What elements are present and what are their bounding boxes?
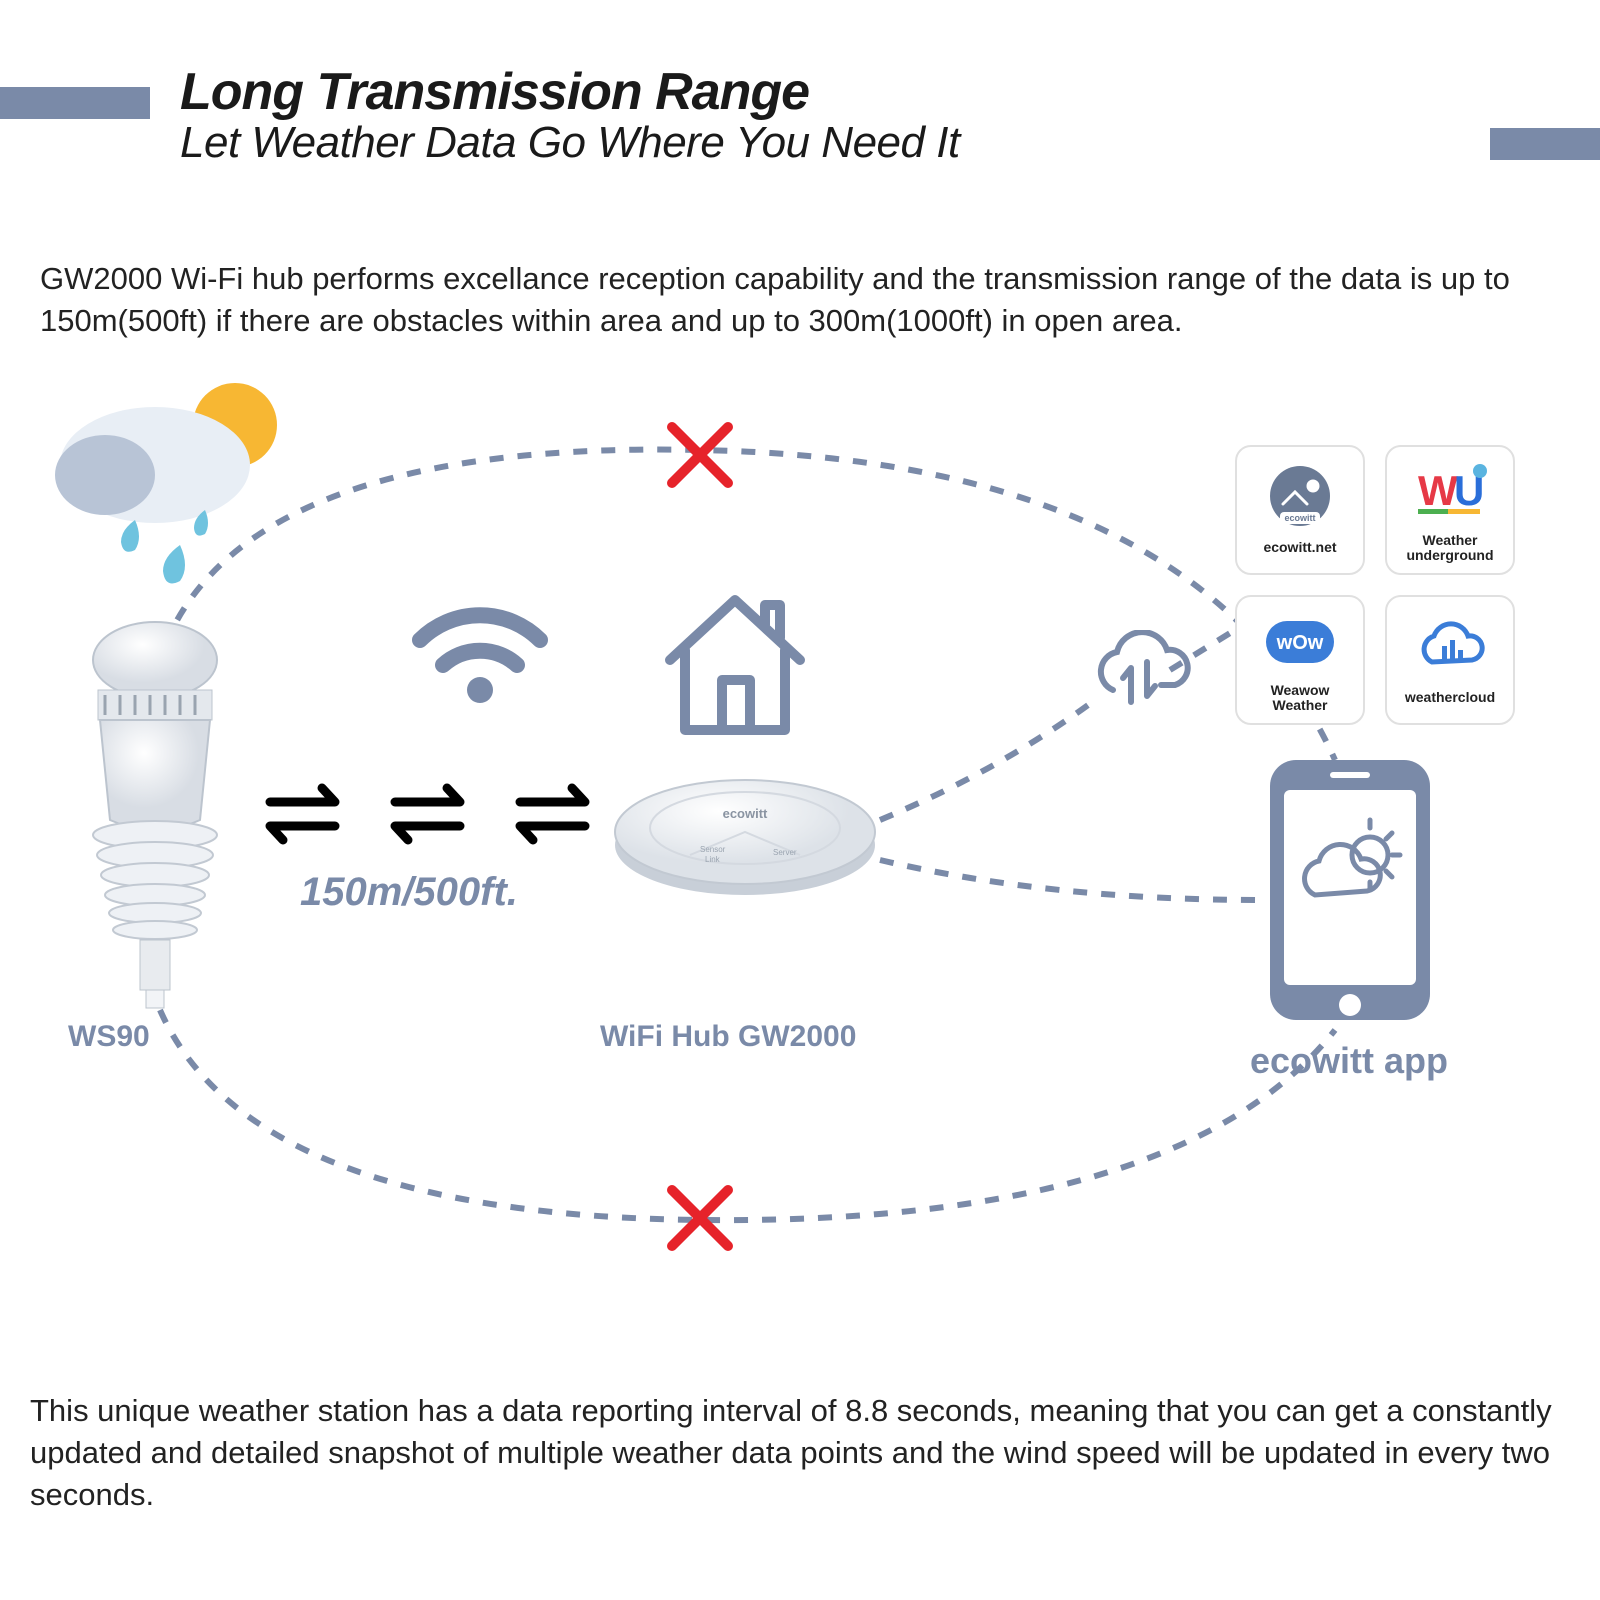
bidirectional-arrows-icon [260, 760, 600, 880]
page-title: Long Transmission Range [180, 62, 960, 122]
service-label: Weawow Weather [1245, 683, 1355, 714]
app-label: ecowitt app [1250, 1040, 1448, 1082]
description-top: GW2000 Wi-Fi hub performs excellance rec… [40, 258, 1560, 342]
accent-bar-left [0, 87, 150, 119]
house-icon [650, 580, 820, 750]
accent-bar-right [1490, 128, 1600, 160]
ws90-sensor-icon [60, 620, 250, 1010]
title-block: Long Transmission Range Let Weather Data… [180, 62, 960, 168]
transmission-diagram: ecowitt Sensor Link Server [0, 370, 1600, 1370]
cloud-sync-icon [1085, 630, 1195, 720]
svg-text:Link: Link [705, 855, 721, 864]
svg-text:wOw: wOw [1276, 632, 1324, 654]
wifi-hub-icon: ecowitt Sensor Link Server [605, 760, 885, 910]
weather-icon [45, 370, 305, 590]
weawow-logo-icon: wOw [1260, 607, 1340, 677]
service-label: Weather underground [1395, 533, 1505, 564]
svg-text:Server: Server [773, 848, 797, 857]
svg-text:W: W [1418, 467, 1458, 514]
weathercloud-logo-icon [1410, 614, 1490, 684]
range-label: 150m/500ft. [300, 870, 518, 915]
service-ecowitt: ecowitt ecowitt.net [1235, 445, 1365, 575]
sensor-label: WS90 [68, 1020, 150, 1054]
wifi-icon [405, 580, 555, 710]
wu-logo-icon: W U [1410, 457, 1490, 527]
svg-text:ecowitt: ecowitt [723, 806, 768, 821]
service-label: weathercloud [1405, 690, 1495, 705]
description-bottom: This unique weather station has a data r… [30, 1390, 1570, 1516]
svg-text:ecowitt: ecowitt [1284, 513, 1315, 523]
ecowitt-logo-icon: ecowitt [1265, 464, 1335, 534]
service-weathercloud: weathercloud [1385, 595, 1515, 725]
phone-icon [1260, 750, 1440, 1040]
service-wu: W U Weather underground [1385, 445, 1515, 575]
hub-label: WiFi Hub GW2000 [600, 1020, 856, 1054]
service-weawow: wOw Weawow Weather [1235, 595, 1365, 725]
service-label: ecowitt.net [1263, 540, 1336, 555]
svg-text:Sensor: Sensor [700, 845, 726, 854]
page-subtitle: Let Weather Data Go Where You Need It [180, 118, 960, 168]
